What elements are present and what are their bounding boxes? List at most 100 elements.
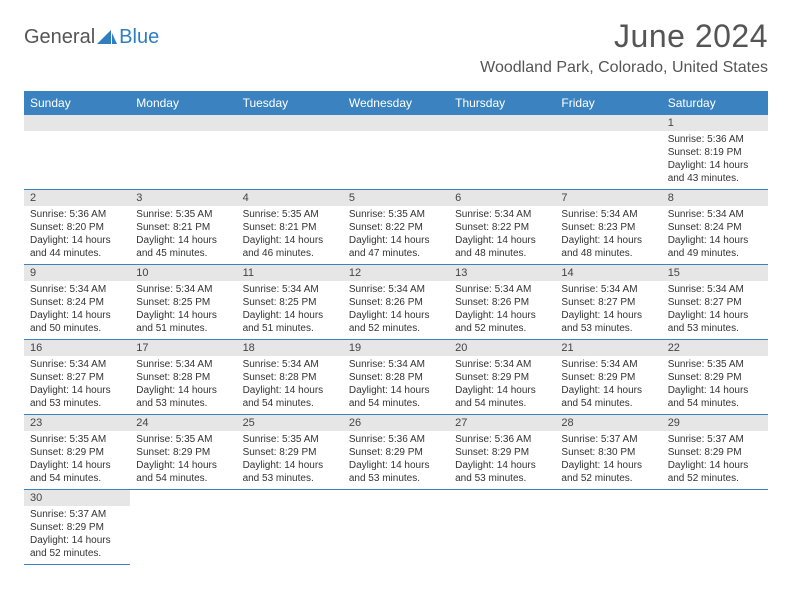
calendar-cell: 2 Sunrise: 5:36 AMSunset: 8:20 PMDaylight… — [24, 190, 130, 265]
sunrise-text: Sunrise: 5:34 AM — [455, 358, 549, 371]
day-number: 19 — [343, 340, 449, 356]
daylight-text: Daylight: 14 hours and 52 minutes. — [349, 309, 443, 335]
page-title: June 2024 — [480, 18, 768, 55]
sunset-text: Sunset: 8:29 PM — [136, 446, 230, 459]
calendar-row: 2Sunrise: 5:36 AMSunset: 8:20 PMDaylight… — [24, 190, 768, 265]
weekday-header-row: Sunday Monday Tuesday Wednesday Thursday… — [24, 91, 768, 115]
sunrise-text: Sunrise: 5:35 AM — [349, 208, 443, 221]
calendar-cell: 20Sunrise: 5:34 AMSunset: 8:29 PMDayligh… — [449, 340, 555, 415]
day-details: Sunrise: 5:36 AMSunset: 8:29 PMDaylight:… — [449, 431, 555, 489]
sunrise-text: Sunrise: 5:37 AM — [30, 508, 124, 521]
daylight-text: Daylight: 14 hours and 48 minutes. — [455, 234, 549, 260]
sunrise-text: Sunrise: 5:37 AM — [668, 433, 762, 446]
daylight-text: Daylight: 14 hours and 52 minutes. — [455, 309, 549, 335]
daylight-text: Daylight: 14 hours and 53 minutes. — [455, 459, 549, 485]
day-number: 11 — [237, 265, 343, 281]
calendar-cell: 25Sunrise: 5:35 AMSunset: 8:29 PMDayligh… — [237, 415, 343, 490]
day-details: Sunrise: 5:34 AMSunset: 8:26 PMDaylight:… — [449, 281, 555, 339]
empty-daynum-bar — [555, 115, 661, 131]
calendar-cell: 26Sunrise: 5:36 AMSunset: 8:29 PMDayligh… — [343, 415, 449, 490]
calendar-cell: 5Sunrise: 5:35 AMSunset: 8:22 PMDaylight… — [343, 190, 449, 265]
sunset-text: Sunset: 8:29 PM — [668, 371, 762, 384]
location-text: Woodland Park, Colorado, United States — [480, 59, 768, 77]
sunset-text: Sunset: 8:29 PM — [30, 521, 124, 534]
calendar-cell-empty — [130, 115, 236, 190]
brand-part2: Blue — [119, 26, 159, 49]
calendar-cell: 23Sunrise: 5:35 AMSunset: 8:29 PMDayligh… — [24, 415, 130, 490]
sunrise-text: Sunrise: 5:36 AM — [455, 433, 549, 446]
calendar-row: 9Sunrise: 5:34 AMSunset: 8:24 PMDaylight… — [24, 265, 768, 340]
sunset-text: Sunset: 8:30 PM — [561, 446, 655, 459]
daylight-text: Daylight: 14 hours and 51 minutes. — [136, 309, 230, 335]
calendar-cell-empty — [555, 115, 661, 190]
sunrise-text: Sunrise: 5:34 AM — [668, 208, 762, 221]
calendar-cell: 15Sunrise: 5:34 AMSunset: 8:27 PMDayligh… — [662, 265, 768, 340]
day-number: 14 — [555, 265, 661, 281]
sunset-text: Sunset: 8:24 PM — [668, 221, 762, 234]
day-number: 28 — [555, 415, 661, 431]
day-number: 23 — [24, 415, 130, 431]
calendar-cell: 3Sunrise: 5:35 AMSunset: 8:21 PMDaylight… — [130, 190, 236, 265]
weekday-header: Friday — [555, 91, 661, 115]
calendar-cell: 19Sunrise: 5:34 AMSunset: 8:28 PMDayligh… — [343, 340, 449, 415]
day-number: 7 — [555, 190, 661, 206]
sunset-text: Sunset: 8:29 PM — [30, 446, 124, 459]
day-number: 2 — [24, 190, 130, 206]
calendar-table: Sunday Monday Tuesday Wednesday Thursday… — [24, 91, 768, 565]
sunset-text: Sunset: 8:21 PM — [243, 221, 337, 234]
daylight-text: Daylight: 14 hours and 53 minutes. — [561, 309, 655, 335]
daylight-text: Daylight: 14 hours and 53 minutes. — [136, 384, 230, 410]
day-number: 9 — [24, 265, 130, 281]
sunrise-text: Sunrise: 5:36 AM — [30, 208, 124, 221]
calendar-cell: 7Sunrise: 5:34 AMSunset: 8:23 PMDaylight… — [555, 190, 661, 265]
sunrise-text: Sunrise: 5:34 AM — [455, 208, 549, 221]
calendar-cell: 11Sunrise: 5:34 AMSunset: 8:25 PMDayligh… — [237, 265, 343, 340]
day-details: Sunrise: 5:37 AMSunset: 8:30 PMDaylight:… — [555, 431, 661, 489]
calendar-cell: 18Sunrise: 5:34 AMSunset: 8:28 PMDayligh… — [237, 340, 343, 415]
sunset-text: Sunset: 8:24 PM — [30, 296, 124, 309]
day-details: Sunrise: 5:37 AMSunset: 8:29 PMDaylight:… — [662, 431, 768, 489]
weekday-header: Sunday — [24, 91, 130, 115]
day-details: Sunrise: 5:34 AMSunset: 8:28 PMDaylight:… — [343, 356, 449, 414]
calendar-cell: 22Sunrise: 5:35 AMSunset: 8:29 PMDayligh… — [662, 340, 768, 415]
day-details: Sunrise: 5:35 AMSunset: 8:29 PMDaylight:… — [24, 431, 130, 489]
sunset-text: Sunset: 8:26 PM — [349, 296, 443, 309]
calendar-cell-empty — [343, 115, 449, 190]
day-details: Sunrise: 5:35 AMSunset: 8:29 PMDaylight:… — [237, 431, 343, 489]
daylight-text: Daylight: 14 hours and 43 minutes. — [668, 159, 762, 185]
sunset-text: Sunset: 8:27 PM — [668, 296, 762, 309]
sunset-text: Sunset: 8:26 PM — [455, 296, 549, 309]
sunrise-text: Sunrise: 5:34 AM — [561, 208, 655, 221]
day-details: Sunrise: 5:34 AMSunset: 8:22 PMDaylight:… — [449, 206, 555, 264]
day-details: Sunrise: 5:34 AMSunset: 8:24 PMDaylight:… — [662, 206, 768, 264]
day-details: Sunrise: 5:34 AMSunset: 8:28 PMDaylight:… — [237, 356, 343, 414]
daylight-text: Daylight: 14 hours and 54 minutes. — [349, 384, 443, 410]
sunrise-text: Sunrise: 5:35 AM — [668, 358, 762, 371]
sunrise-text: Sunrise: 5:34 AM — [30, 358, 124, 371]
calendar-cell: 9Sunrise: 5:34 AMSunset: 8:24 PMDaylight… — [24, 265, 130, 340]
sunrise-text: Sunrise: 5:34 AM — [561, 358, 655, 371]
day-details: Sunrise: 5:34 AMSunset: 8:29 PMDaylight:… — [555, 356, 661, 414]
calendar-cell: 28Sunrise: 5:37 AMSunset: 8:30 PMDayligh… — [555, 415, 661, 490]
sunset-text: Sunset: 8:20 PM — [30, 221, 124, 234]
day-number: 29 — [662, 415, 768, 431]
day-details: Sunrise: 5:34 AMSunset: 8:24 PMDaylight:… — [24, 281, 130, 339]
sunrise-text: Sunrise: 5:36 AM — [349, 433, 443, 446]
header: General Blue June 2024 Woodland Park, Co… — [0, 0, 792, 83]
sunrise-text: Sunrise: 5:35 AM — [136, 433, 230, 446]
calendar-row: 30Sunrise: 5:37 AMSunset: 8:29 PMDayligh… — [24, 490, 768, 565]
calendar-cell-empty — [449, 490, 555, 565]
day-details: Sunrise: 5:34 AMSunset: 8:26 PMDaylight:… — [343, 281, 449, 339]
daylight-text: Daylight: 14 hours and 44 minutes. — [30, 234, 124, 260]
day-number: 30 — [24, 490, 130, 506]
empty-daynum-bar — [449, 115, 555, 131]
sunrise-text: Sunrise: 5:34 AM — [349, 358, 443, 371]
calendar-cell: 29Sunrise: 5:37 AMSunset: 8:29 PMDayligh… — [662, 415, 768, 490]
sunset-text: Sunset: 8:29 PM — [668, 446, 762, 459]
day-number: 27 — [449, 415, 555, 431]
calendar-cell: 17Sunrise: 5:34 AMSunset: 8:28 PMDayligh… — [130, 340, 236, 415]
day-number: 5 — [343, 190, 449, 206]
daylight-text: Daylight: 14 hours and 54 minutes. — [30, 459, 124, 485]
sunrise-text: Sunrise: 5:34 AM — [561, 283, 655, 296]
sunrise-text: Sunrise: 5:34 AM — [136, 283, 230, 296]
